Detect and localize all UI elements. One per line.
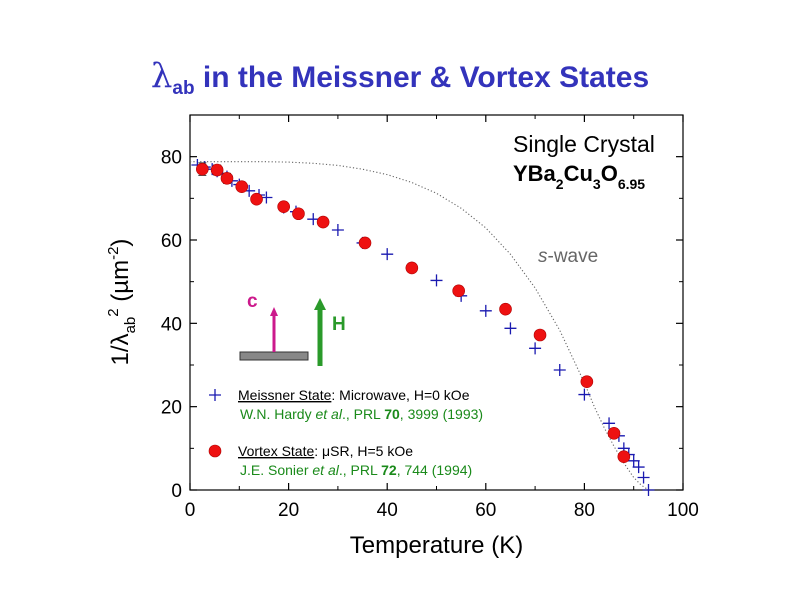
legend-reference: W.N. Hardy et al., PRL 70, 3999 (1993) [240,406,483,422]
vortex-point [292,207,305,221]
vortex-point [617,450,631,463]
y-axis-label-part: 2 [105,308,122,316]
meissner-point [553,364,566,376]
y-tick-label: 20 [161,398,182,419]
y-axis-label-part: (µm [107,260,134,308]
meissner-point [627,454,640,467]
title-text: in the Meissner & Vortex States [194,61,650,94]
vortex-point [533,328,547,342]
annotations: Single Crystal YBa2Cu3O6.95 s-wave c H [239,131,655,366]
compound-part: O [601,161,618,186]
vortex-point [235,180,249,193]
crystal-label: Single Crystal [513,131,655,157]
legend-reference-part: et al [315,406,342,422]
legend-marker-meissner [209,389,221,401]
compound-part: Cu [564,161,593,186]
legend: Meissner State: Microwave, H=0 kOe W.N. H… [208,387,483,478]
vortex-point [358,236,372,250]
legend-label: Meissner State: Microwave, H=0 kOe [238,387,470,403]
vortex-point [316,215,330,229]
x-tick-label: 100 [667,500,699,521]
title-lambda: λ [150,56,173,96]
compound-part: 3 [593,176,601,192]
compound-part: 6.95 [618,176,645,192]
compound-formula: YBa2Cu3O6.95 [513,161,645,192]
x-tick-label: 0 [185,500,196,521]
c-axis-arrow-icon [270,307,278,352]
swave-label: s-wave [538,246,598,267]
legend-state-detail: : Microwave, H=0 kOe [331,387,469,403]
vortex-point [499,302,512,316]
field-arrow-icon [314,298,326,366]
y-axis-label-part: ) [107,239,134,247]
vortex-point [250,192,263,206]
compound-part: YBa [513,161,557,186]
meissner-point [504,322,517,335]
x-tick-label: 40 [377,500,398,521]
slide-title: λab in the Meissner & Vortex States [0,56,800,100]
vortex-point [607,427,621,440]
legend-state-name: Meissner State [238,387,332,403]
y-axis-label: 1/λab2 (µm-2) [105,239,139,366]
y-tick-label: 0 [171,481,182,502]
y-tick-label: 80 [161,148,182,169]
field-label: H [332,314,346,335]
crystal-plate-icon [239,351,309,361]
title-subscript: ab [172,78,195,99]
swave-rest: -wave [548,246,599,267]
meissner-point [430,274,443,287]
y-axis-label-part: 1/ [107,345,134,365]
axes: 0 20 40 60 80 100 0 20 40 60 80 Temperature (K) 1/λa… [105,114,699,559]
plot-data [190,159,655,496]
meissner-point [479,304,492,317]
legend-reference: J.E. Sonier et al., PRL 72, 744 (1994) [240,462,472,478]
y-axis-label-part: ab [122,317,139,334]
legend-state-detail: : μSR, H=5 kOe [314,443,413,459]
x-tick-label: 60 [475,500,496,521]
vortex-point [580,375,594,388]
vortex-point [405,261,419,275]
legend-reference-part: W.N. Hardy [240,406,315,422]
vortex-point [196,162,209,176]
legend-reference-part: , 3999 (1993) [400,406,483,422]
meissner-point [603,417,616,430]
meissner-point [529,342,542,355]
legend-reference-part: , 744 (1994) [397,462,473,478]
vortex-point [220,172,234,185]
x-axis-label: Temperature (K) [350,532,523,559]
y-axis-label-part: -2 [105,247,122,260]
swave-curve [190,161,649,491]
x-tick-label: 80 [574,500,595,521]
vortex-point [210,163,224,177]
legend-reference-part: et al [312,462,339,478]
x-tick-label: 20 [278,500,299,521]
swave-italic: s [538,246,548,267]
vortex-point [452,284,465,298]
y-tick-label: 60 [161,231,182,252]
c-axis-label: c [247,291,258,312]
meissner-point [307,213,320,226]
meissner-point [632,461,645,474]
y-tick-label: 40 [161,314,182,335]
legend-reference-part: J.E. Sonier [240,462,312,478]
y-axis-label-part: λ [107,333,134,345]
legend-marker-vortex [208,444,222,458]
meissner-point [642,484,655,496]
legend-reference-part: 70 [384,406,400,422]
meissner-point [637,471,650,484]
legend-reference-part: ., PRL [339,462,381,478]
compound-part: 2 [556,176,564,192]
vortex-point [277,200,290,213]
legend-state-name: Vortex State [238,443,314,459]
legend-reference-part: ., PRL [342,406,384,422]
meissner-point [331,224,344,236]
legend-label: Vortex State: μSR, H=5 kOe [238,443,413,459]
legend-reference-part: 72 [381,462,397,478]
meissner-point [578,388,591,401]
meissner-point [381,248,394,261]
